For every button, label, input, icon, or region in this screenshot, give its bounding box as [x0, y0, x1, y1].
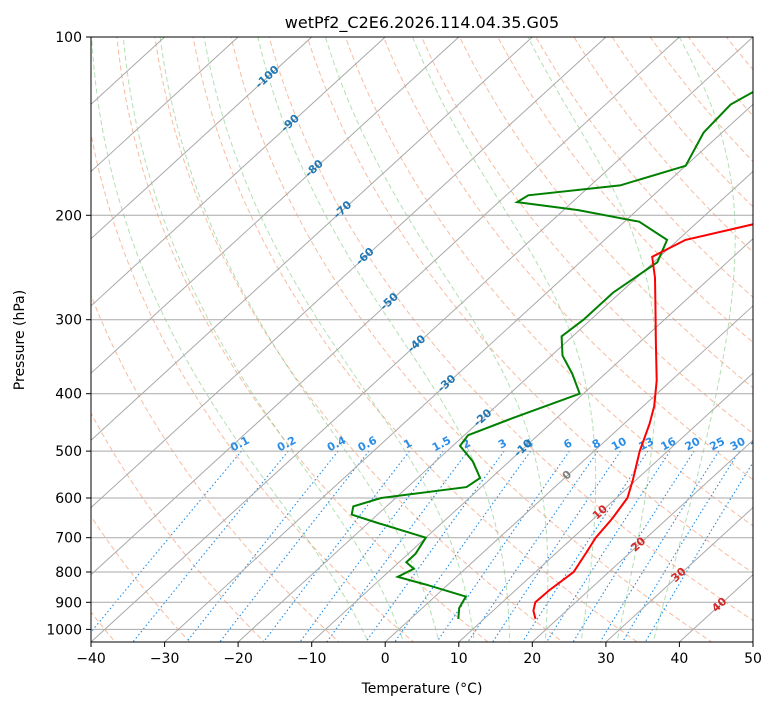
moist-adiabat-line — [91, 37, 369, 642]
x-tick-label: 30 — [597, 651, 615, 667]
isotherm-line — [91, 37, 753, 642]
mixing-ratio-line — [219, 450, 370, 642]
isotherm-line — [91, 37, 533, 441]
mixing-ratio-line — [599, 450, 720, 642]
mixing-ratio-label: 16 — [659, 435, 679, 454]
dry-adiabat-line — [192, 37, 639, 642]
y-axis-label: Pressure (hPa) — [12, 290, 28, 390]
x-tick-label: 50 — [744, 651, 762, 667]
dry-adiabat-line — [91, 131, 415, 642]
mixing-ratio-line — [521, 450, 649, 642]
mixing-ratio-label: 25 — [707, 435, 727, 454]
mixing-ratio-line — [492, 450, 622, 642]
isobar-gridlines — [91, 37, 753, 630]
isotherm-line — [531, 439, 753, 642]
dry-adiabat-line — [91, 515, 191, 642]
moist-adiabat-line — [257, 37, 511, 642]
dry-adiabat-line — [421, 37, 753, 435]
dewpoint-profile-line — [350, 90, 753, 619]
y-tick-label: 900 — [55, 595, 82, 611]
dry-adiabat-line — [91, 293, 340, 642]
dry-adiabat-line — [230, 37, 713, 642]
y-tick-label: 1000 — [46, 622, 82, 638]
x-tick-label: 40 — [670, 651, 688, 667]
x-tick-label: 0 — [381, 651, 390, 667]
mixing-ratio-label: 20 — [683, 435, 703, 454]
isotherm-line — [458, 372, 753, 642]
x-axis-ticks: −40 −30 −20 −10 0 10 20 30 40 50 — [76, 642, 762, 667]
dry-adiabat-line — [611, 37, 753, 208]
y-axis-ticks: 100 200 300 400 500 600 700 800 900 1000 — [46, 30, 91, 638]
x-axis-label: Temperature (°C) — [361, 681, 483, 697]
mixing-ratio-line — [436, 450, 570, 642]
x-tick-label: −40 — [76, 651, 106, 667]
x-tick-label: −10 — [297, 651, 327, 667]
isotherm-line — [91, 37, 239, 173]
y-tick-label: 300 — [55, 313, 82, 329]
isotherm-line — [384, 305, 753, 642]
isotherm-line — [91, 37, 607, 509]
isotherm-line — [91, 37, 460, 374]
isotherm-gridlines — [91, 37, 753, 642]
mixing-ratio-line — [91, 450, 242, 633]
isotherm-line — [91, 37, 680, 576]
y-tick-label: 200 — [55, 208, 82, 224]
mixing-ratio-label: 36 — [749, 435, 769, 454]
dry-adiabat-line — [344, 37, 753, 527]
mixing-ratio-label: 30 — [728, 435, 748, 454]
y-tick-label: 400 — [55, 387, 82, 403]
y-tick-label: 600 — [55, 491, 82, 507]
dry-adiabat-line — [268, 37, 753, 622]
isotherm-line — [91, 37, 313, 240]
moist-adiabat-line — [527, 37, 657, 642]
plot-frame — [90, 36, 754, 643]
y-tick-label: 700 — [55, 531, 82, 547]
mixing-ratio-line — [365, 450, 505, 642]
moist-adiabat-line — [412, 37, 597, 642]
mixing-ratio-line — [394, 450, 532, 642]
x-tick-label: −20 — [223, 651, 253, 667]
dry-adiabat-line — [306, 37, 753, 574]
dry-adiabat-line — [497, 37, 753, 344]
dry-adiabat-line — [383, 37, 753, 481]
dry-adiabat-line — [116, 37, 489, 642]
isotherm-line — [237, 170, 753, 642]
mixing-ratio-line — [262, 450, 410, 642]
x-tick-label: −30 — [150, 651, 180, 667]
isotherm-line — [164, 103, 753, 642]
y-tick-label: 500 — [55, 444, 82, 460]
y-tick-label: 100 — [55, 30, 82, 46]
temperature-profile-line — [532, 223, 753, 620]
mixing-ratio-label: 10 — [609, 435, 629, 454]
x-tick-label: 20 — [523, 651, 541, 667]
dry-adiabats — [91, 37, 753, 642]
isotherm-line — [311, 238, 753, 642]
dry-adiabat-line — [154, 37, 564, 642]
mixing-ratio-line — [572, 450, 695, 642]
dry-adiabat-line — [91, 412, 266, 642]
dry-adiabat-line — [459, 37, 753, 389]
isotherm-line — [605, 506, 753, 642]
chart-title: wetPf2_C2E6.2026.114.04.35.G05 — [285, 13, 559, 33]
x-tick-label: 10 — [450, 651, 468, 667]
mixing-ratio-line — [545, 450, 671, 642]
y-tick-label: 800 — [55, 565, 82, 581]
isotherm-line — [91, 37, 386, 307]
dry-adiabat-line — [573, 37, 753, 253]
